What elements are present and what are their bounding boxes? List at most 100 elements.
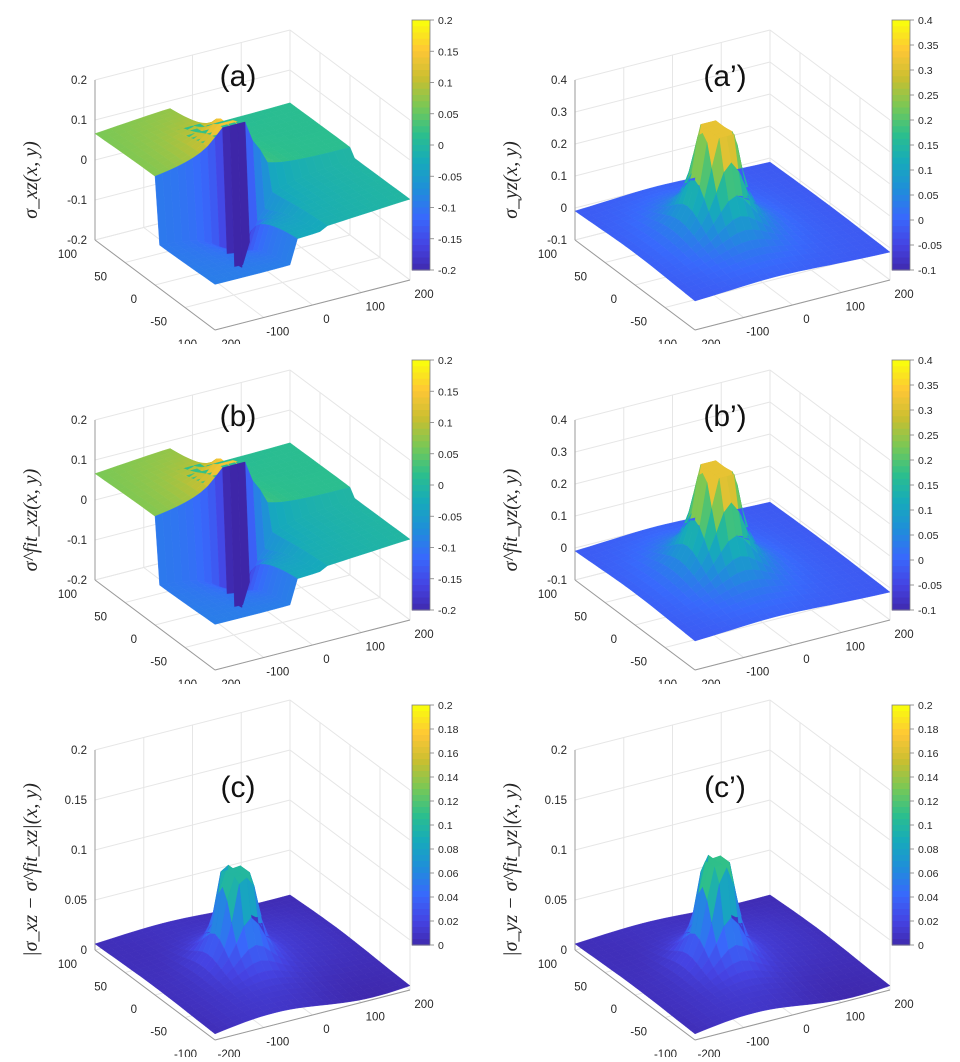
colorbar-segment bbox=[412, 927, 430, 934]
colorbar-segment bbox=[412, 541, 430, 549]
colorbar-tick-label: -0.05 bbox=[918, 240, 942, 252]
y-tick-label: -100 bbox=[174, 1049, 197, 1057]
colorbar-segment bbox=[412, 485, 430, 492]
colorbar-segment bbox=[892, 213, 910, 221]
y-tick-label: -50 bbox=[630, 317, 647, 329]
colorbar-segment bbox=[892, 38, 910, 46]
colorbar-tick-label: 0.16 bbox=[918, 748, 939, 760]
colorbar-tick-label: 0.05 bbox=[918, 190, 939, 202]
colorbar-segment bbox=[412, 70, 430, 77]
y-tick-label: -100 bbox=[654, 1049, 677, 1057]
colorbar-segment bbox=[892, 837, 910, 844]
colorbar-segment bbox=[892, 220, 910, 227]
colorbar-segment bbox=[892, 921, 910, 928]
colorbar-tick-label: 0.02 bbox=[438, 916, 459, 928]
z-axis-label: σ^fit_yz(x, y) bbox=[500, 468, 522, 571]
colorbar-tick-label: 0.2 bbox=[918, 115, 933, 127]
y-axis-line bbox=[574, 579, 696, 671]
colorbar-segment bbox=[412, 789, 430, 796]
colorbar-segment bbox=[412, 428, 430, 436]
colorbar-segment bbox=[892, 26, 910, 34]
colorbar-segment bbox=[412, 578, 430, 586]
colorbar-segment bbox=[892, 885, 910, 892]
colorbar-segment bbox=[412, 535, 430, 542]
colorbar-segment bbox=[892, 541, 910, 549]
colorbar-segment bbox=[892, 759, 910, 766]
surface-plot: 0.40.30.20.10-0.1100500-50-1002001000-10… bbox=[500, 355, 942, 714]
colorbar-tick-label: 0.05 bbox=[918, 530, 939, 542]
colorbar-tick-label: 0.15 bbox=[438, 386, 459, 398]
colorbar-segment bbox=[892, 909, 910, 916]
colorbar-segment bbox=[892, 813, 910, 820]
colorbar-segment bbox=[892, 819, 910, 826]
colorbar-segment bbox=[892, 510, 910, 517]
colorbar-segment bbox=[892, 789, 910, 796]
y-tick-label: 0 bbox=[131, 1004, 137, 1016]
colorbar-segment bbox=[892, 891, 910, 898]
colorbar-segment bbox=[892, 453, 910, 461]
colorbar-segment bbox=[892, 466, 910, 474]
x-axis-label: x bbox=[808, 1051, 818, 1058]
z-tick-label: 0.15 bbox=[65, 795, 87, 807]
colorbar-segment bbox=[412, 220, 430, 227]
colorbar-segment bbox=[412, 422, 430, 430]
colorbar-segment bbox=[412, 759, 430, 766]
x-axis-label: x bbox=[328, 1051, 338, 1058]
z-tick-label: -0.1 bbox=[547, 575, 567, 587]
colorbar-segment bbox=[412, 909, 430, 916]
colorbar-segment bbox=[892, 120, 910, 127]
colorbar-segment bbox=[412, 45, 430, 52]
colorbar-segment bbox=[892, 182, 910, 190]
colorbar-segment bbox=[892, 825, 910, 832]
colorbar-segment bbox=[892, 591, 910, 599]
colorbar-segment bbox=[892, 170, 910, 177]
colorbar-segment bbox=[412, 735, 430, 742]
colorbar-segment bbox=[892, 585, 910, 592]
y-axis-line bbox=[574, 949, 696, 1041]
colorbar-segment bbox=[892, 771, 910, 778]
colorbar-segment bbox=[412, 837, 430, 844]
colorbar-tick-label: 0.2 bbox=[438, 700, 453, 712]
colorbar-segment bbox=[892, 747, 910, 754]
colorbar-tick-label: 0.1 bbox=[438, 820, 453, 832]
colorbar-segment bbox=[892, 807, 910, 814]
colorbar-segment bbox=[892, 435, 910, 442]
x-tick-label: -100 bbox=[266, 327, 289, 339]
colorbar-segment bbox=[892, 138, 910, 146]
y-tick-label: -50 bbox=[150, 317, 167, 329]
colorbar-segment bbox=[412, 397, 430, 405]
colorbar-segment bbox=[412, 472, 430, 480]
colorbar-tick-label: 0 bbox=[918, 555, 924, 567]
z-tick-label: 0.1 bbox=[551, 845, 567, 857]
colorbar-segment bbox=[412, 939, 430, 946]
colorbar-segment bbox=[892, 403, 910, 411]
colorbar-tick-label: 0.1 bbox=[918, 165, 933, 177]
colorbar-segment bbox=[412, 188, 430, 196]
colorbar-segment bbox=[892, 795, 910, 802]
colorbar-segment bbox=[892, 597, 910, 605]
colorbar-segment bbox=[412, 861, 430, 868]
colorbar-tick-label: -0.1 bbox=[918, 605, 936, 617]
colorbar-segment bbox=[892, 717, 910, 724]
surface-panel: 0.40.30.20.10-0.1100500-50-1002001000-10… bbox=[480, 0, 960, 374]
x-axis-label: x bbox=[808, 681, 818, 685]
colorbar-segment bbox=[412, 879, 430, 886]
colorbar-tick-label: -0.15 bbox=[438, 234, 462, 246]
colorbar-segment bbox=[412, 771, 430, 778]
panel-label: (b) bbox=[220, 400, 257, 433]
colorbar-segment bbox=[412, 263, 430, 271]
colorbar-segment bbox=[892, 547, 910, 555]
colorbar-segment bbox=[412, 182, 430, 190]
y-axis-line bbox=[94, 949, 216, 1041]
colorbar-tick-label: 0 bbox=[438, 940, 444, 952]
colorbar-segment bbox=[412, 251, 430, 259]
colorbar-segment bbox=[412, 113, 430, 121]
colorbar-segment bbox=[892, 460, 910, 467]
colorbar-segment bbox=[412, 145, 430, 152]
colorbar-segment bbox=[412, 385, 430, 392]
z-tick-label: 0.2 bbox=[551, 479, 567, 491]
y-tick-label: -50 bbox=[630, 657, 647, 669]
colorbar-segment bbox=[412, 873, 430, 880]
colorbar-tick-label: 0.15 bbox=[918, 480, 939, 492]
y-tick-label: 100 bbox=[538, 589, 557, 601]
